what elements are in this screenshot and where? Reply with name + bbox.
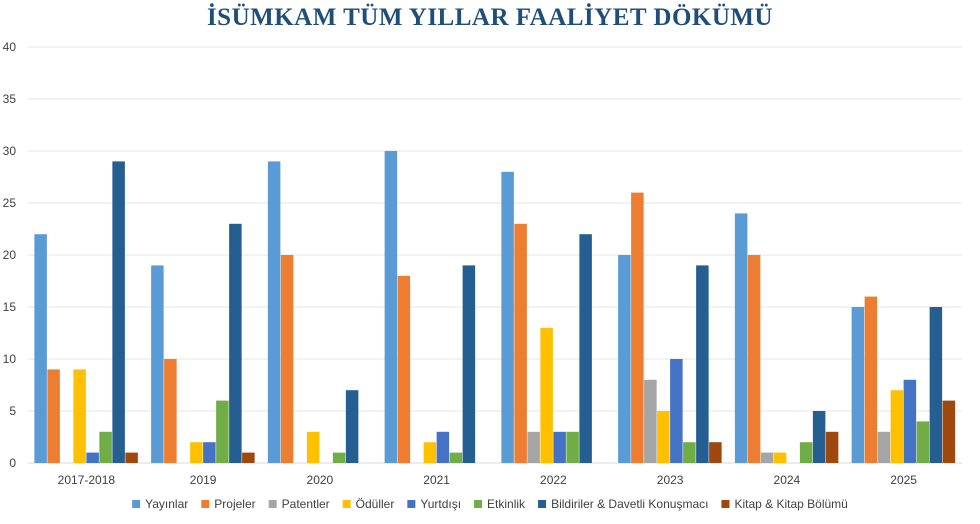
bar (670, 359, 683, 463)
bar (86, 452, 99, 463)
bar (916, 421, 930, 463)
bar (229, 223, 242, 463)
bar (151, 265, 164, 463)
legend-label: Projeler (214, 497, 255, 511)
legend-label: Yayınlar (145, 497, 188, 511)
legend-swatch (721, 500, 730, 508)
y-tick-label: 30 (3, 144, 17, 158)
y-tick-label: 25 (3, 196, 17, 210)
bar (242, 452, 255, 463)
bar (332, 452, 346, 463)
bar (73, 369, 86, 463)
bar (462, 265, 476, 463)
bar (799, 442, 813, 463)
bar (631, 192, 644, 463)
bar (216, 400, 229, 463)
bar (436, 431, 450, 463)
legend-swatch (268, 500, 277, 508)
bar (851, 307, 865, 463)
x-tick-label: 2025 (890, 473, 917, 487)
bar (566, 431, 579, 463)
bar (99, 431, 112, 463)
bar (903, 379, 917, 463)
legend-label: Bildiriler & Davetli Konuşmacı (551, 497, 708, 511)
y-tick-label: 5 (9, 404, 16, 418)
bar (812, 411, 826, 463)
legend-label: Etkinlik (487, 497, 526, 511)
bar (747, 255, 761, 463)
bar (527, 431, 540, 463)
legend-label: Ödüller (356, 497, 395, 511)
bar (449, 452, 463, 463)
bar (514, 223, 527, 463)
bars (34, 151, 956, 464)
legend-swatch (407, 500, 416, 508)
bar (696, 265, 709, 463)
bar (280, 255, 294, 463)
legend: Yayınlar Projeler Patentler Ödüller Yurtdışı… (132, 497, 848, 511)
bar (825, 431, 839, 463)
x-tick-label: 2020 (307, 473, 334, 487)
bar (760, 452, 774, 463)
bar (34, 234, 47, 463)
bar (267, 161, 281, 463)
bar (190, 442, 203, 463)
bar (112, 161, 125, 463)
y-tick-label: 10 (3, 352, 17, 366)
x-tick-label: 2024 (774, 473, 801, 487)
legend-swatch (538, 500, 547, 508)
legend-swatch (342, 500, 351, 508)
bar (423, 442, 437, 463)
bar (709, 442, 722, 463)
legend-label: Kitap & Kitap Bölümü (734, 497, 847, 511)
bar (501, 171, 514, 464)
x-tick-label: 2022 (540, 473, 567, 487)
bar (683, 442, 696, 463)
y-tick-label: 0 (9, 456, 16, 470)
bar (47, 369, 60, 463)
y-tick-label: 15 (3, 300, 17, 314)
bar (384, 151, 398, 463)
bar (773, 452, 787, 463)
bar (644, 379, 657, 463)
x-tick-label: 2019 (190, 473, 217, 487)
chart-title: İSÜMKAM TÜM YILLAR FAALİYET DÖKÜMÜ (206, 4, 774, 31)
bar (579, 234, 592, 463)
grid-lines (28, 46, 962, 464)
x-axis-ticks: 2017-2018 2019 2020 2021 2022 2023 2024 2025 (58, 473, 918, 487)
bar (942, 400, 956, 463)
x-tick-label: 2021 (423, 473, 450, 487)
bar (164, 359, 177, 463)
bar (618, 255, 631, 463)
legend-swatch (132, 500, 141, 508)
bar (657, 411, 670, 463)
bar (864, 296, 878, 463)
bar (345, 390, 359, 463)
bar (877, 431, 891, 463)
y-axis-ticks: 0 5 10 15 20 25 30 35 40 (3, 40, 17, 470)
bar (540, 327, 553, 463)
y-tick-label: 35 (3, 92, 17, 106)
legend-swatch (201, 500, 210, 508)
y-tick-label: 20 (3, 248, 17, 262)
legend-swatch (474, 500, 483, 508)
legend-label: Yurtdışı (420, 497, 461, 511)
bar (553, 431, 566, 463)
bar (306, 431, 320, 463)
y-tick-label: 40 (3, 40, 17, 54)
bar (397, 275, 411, 463)
bar (734, 213, 748, 463)
bar (890, 390, 904, 463)
legend-label: Patentler (282, 497, 330, 511)
bar (125, 452, 138, 463)
bar (929, 307, 943, 463)
x-tick-label: 2023 (657, 473, 684, 487)
x-tick-label: 2017-2018 (58, 473, 116, 487)
bar (203, 442, 216, 463)
